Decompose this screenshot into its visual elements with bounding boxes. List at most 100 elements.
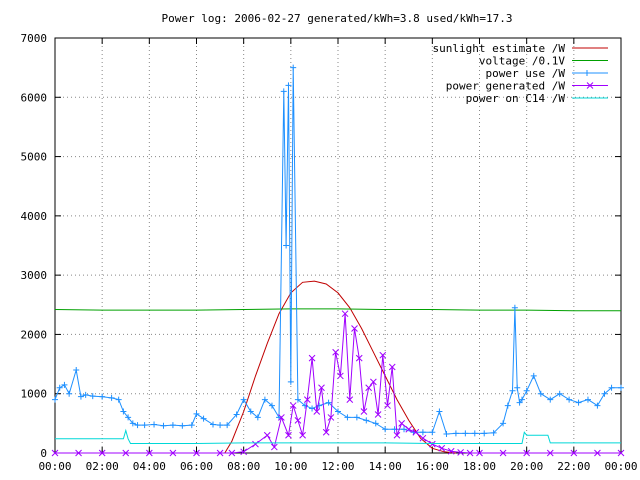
y-tick-label: 1000 xyxy=(21,388,48,401)
data-point xyxy=(523,449,531,457)
data-point xyxy=(405,425,413,433)
data-point xyxy=(382,426,389,433)
data-point xyxy=(145,449,153,457)
data-point xyxy=(344,414,351,421)
data-point xyxy=(240,448,248,456)
data-point xyxy=(457,449,464,456)
data-point xyxy=(77,393,84,400)
data-point xyxy=(447,447,455,455)
series-line-3 xyxy=(55,313,621,454)
data-point xyxy=(261,396,268,403)
data-point xyxy=(363,417,370,424)
data-point xyxy=(200,415,207,422)
data-point xyxy=(263,431,271,439)
data-point xyxy=(278,414,285,421)
chart-title: Power log: 2006-02-27 generated/kWh=3.8 … xyxy=(162,12,513,25)
data-point xyxy=(575,399,582,406)
data-point xyxy=(294,396,301,403)
data-point xyxy=(566,396,573,403)
data-point xyxy=(351,325,358,332)
legend-marker-2 xyxy=(584,70,590,76)
y-tick-label: 2000 xyxy=(21,328,48,341)
data-point xyxy=(51,449,59,457)
data-point xyxy=(120,408,127,415)
data-point xyxy=(355,354,363,362)
data-point xyxy=(188,422,195,429)
data-point xyxy=(346,396,354,403)
data-point xyxy=(98,449,106,457)
data-point xyxy=(252,440,259,448)
data-point xyxy=(193,449,200,457)
data-point xyxy=(584,396,591,403)
series-group xyxy=(51,64,625,457)
data-point xyxy=(594,449,601,457)
x-tick-label: 22:00 xyxy=(557,460,590,473)
data-point xyxy=(374,411,382,418)
data-point xyxy=(436,408,443,415)
data-point xyxy=(216,449,224,457)
data-point xyxy=(514,384,521,391)
data-point xyxy=(247,408,254,415)
y-tick-label: 6000 xyxy=(21,91,48,104)
y-tick-label: 0 xyxy=(40,447,47,460)
data-point xyxy=(398,420,406,427)
x-tick-label: 06:00 xyxy=(180,460,213,473)
data-point xyxy=(299,431,306,439)
data-point xyxy=(500,420,507,427)
data-point xyxy=(412,428,420,436)
data-point xyxy=(384,402,391,409)
data-point xyxy=(99,393,106,400)
data-point xyxy=(290,64,297,71)
data-point xyxy=(108,394,115,401)
legend-label-1: voltage /0.1V xyxy=(479,55,565,68)
axes: 0 1000 2000 3000 4000 5000 6000 7000 00:00 02:00 0… xyxy=(21,32,638,473)
y-tick-label: 5000 xyxy=(21,151,48,164)
x-tick-label: 18:00 xyxy=(463,460,496,473)
data-point xyxy=(129,420,136,427)
data-point xyxy=(169,449,177,457)
data-point xyxy=(82,391,89,398)
data-point xyxy=(224,422,231,429)
x-tick-label: 08:00 xyxy=(227,460,260,473)
data-point xyxy=(285,431,292,439)
data-point xyxy=(594,402,601,409)
data-point xyxy=(341,310,349,318)
data-point xyxy=(322,428,330,436)
data-point xyxy=(327,414,335,421)
data-point xyxy=(617,449,625,457)
x-tick-label: 20:00 xyxy=(510,460,543,473)
y-tick-label: 4000 xyxy=(21,210,48,223)
data-point xyxy=(601,390,608,397)
legend-label-3: power generated /W xyxy=(446,80,566,93)
data-point xyxy=(294,417,302,424)
data-point xyxy=(370,378,377,386)
data-point xyxy=(332,348,339,356)
x-tick-label: 16:00 xyxy=(416,460,449,473)
data-point xyxy=(308,354,316,362)
data-point xyxy=(89,393,96,400)
x-tick-label: 04:00 xyxy=(133,460,166,473)
data-point xyxy=(466,449,474,457)
data-point xyxy=(318,384,325,392)
data-point xyxy=(134,422,141,429)
data-point xyxy=(151,421,158,428)
data-point xyxy=(618,384,624,391)
data-point xyxy=(268,402,275,409)
data-point xyxy=(122,449,130,457)
data-point xyxy=(270,443,278,451)
data-point xyxy=(452,430,459,437)
data-point xyxy=(316,402,323,409)
data-point xyxy=(547,396,554,403)
data-point xyxy=(115,396,122,403)
data-point xyxy=(303,396,311,403)
data-point xyxy=(141,422,148,429)
data-point xyxy=(160,422,167,429)
data-point xyxy=(419,434,427,442)
data-point xyxy=(240,396,247,403)
data-point xyxy=(438,444,446,452)
data-point xyxy=(570,449,578,457)
data-point xyxy=(530,372,537,379)
data-point xyxy=(509,387,516,394)
data-point xyxy=(476,449,483,457)
